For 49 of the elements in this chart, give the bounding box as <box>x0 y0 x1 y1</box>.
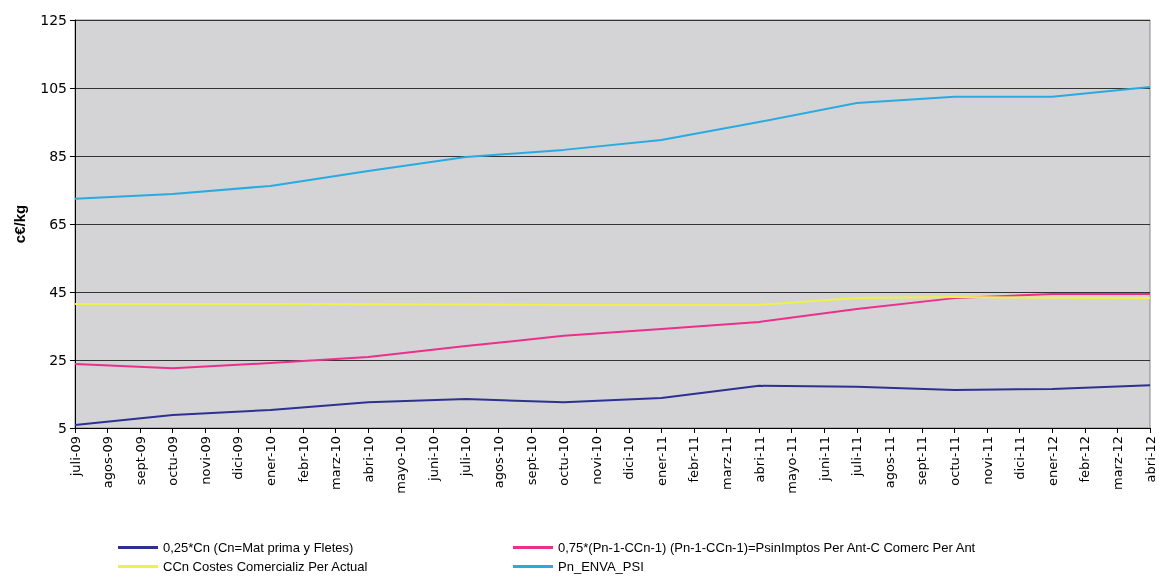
x-tick-label: sept-10 <box>523 436 539 486</box>
x-tick-label: dici-09 <box>230 436 246 480</box>
x-tick-label: abri-10 <box>360 436 376 483</box>
x-tick-label: juli-11 <box>849 436 865 478</box>
x-tick-label: juli-10 <box>458 436 474 478</box>
y-tick-label: 45 <box>49 284 67 300</box>
x-tick-label: octu-09 <box>165 436 181 486</box>
x-tick-label: agos-10 <box>490 436 506 489</box>
x-tick-label: octu-11 <box>947 436 963 486</box>
x-tick-label: febr-12 <box>1077 436 1093 483</box>
x-tick-label: abri-12 <box>1142 436 1158 483</box>
x-tick-label: octu-10 <box>556 436 572 486</box>
x-tick-label: novi-09 <box>197 436 213 485</box>
x-tick-label: marz-11 <box>719 436 735 491</box>
x-tick-label: marz-10 <box>328 436 344 491</box>
x-tick-label: dici-11 <box>1012 436 1028 480</box>
x-tick-label: dici-10 <box>621 436 637 480</box>
x-tick-label: ener-11 <box>653 436 669 486</box>
x-tick-label: marz-12 <box>1109 436 1125 491</box>
x-tick-label: ener-10 <box>262 436 278 486</box>
y-axis-title: c€/kg <box>11 204 28 244</box>
y-tick-label: 25 <box>49 352 67 368</box>
x-tick-label: ener-12 <box>1044 436 1060 486</box>
x-tick-label: juli-09 <box>67 436 83 478</box>
x-tick-label: mayo-10 <box>393 436 409 494</box>
y-tick-label: 65 <box>49 216 67 232</box>
legend-label: 0,25*Cn (Cn=Mat prima y Fletes) <box>163 540 354 555</box>
legend-label: Pn_ENVA_PSI <box>558 559 644 574</box>
x-tick-label: febr-11 <box>686 436 702 483</box>
x-tick-label: sept-09 <box>132 436 148 486</box>
x-tick-label: juni-11 <box>816 436 832 482</box>
legend-label: CCn Costes Comercializ Per Actual <box>163 559 368 574</box>
x-tick-label: agos-09 <box>100 436 116 489</box>
y-tick-label: 125 <box>40 12 67 28</box>
x-tick-label: juni-10 <box>425 436 441 482</box>
x-tick-label: abri-11 <box>751 436 767 483</box>
line-series <box>74 85 1151 200</box>
y-tick-label: 105 <box>40 80 67 96</box>
x-tick-label: novi-11 <box>979 436 995 485</box>
x-tick-label: mayo-11 <box>784 436 800 494</box>
y-tick-label: 85 <box>49 148 67 164</box>
legend-label: 0,75*(Pn-1-CCn-1) (Pn-1-CCn-1)=PsinImptos Per Ant-C Comerc Per Ant <box>558 540 976 555</box>
line-series <box>74 293 1151 370</box>
x-tick-label: novi-10 <box>588 436 604 485</box>
x-tick-label: febr-10 <box>295 436 311 483</box>
y-tick-label: 5 <box>58 420 67 436</box>
x-tick-label: sept-11 <box>914 436 930 486</box>
line-series <box>74 296 1151 306</box>
x-tick-label: agos-11 <box>881 436 897 489</box>
